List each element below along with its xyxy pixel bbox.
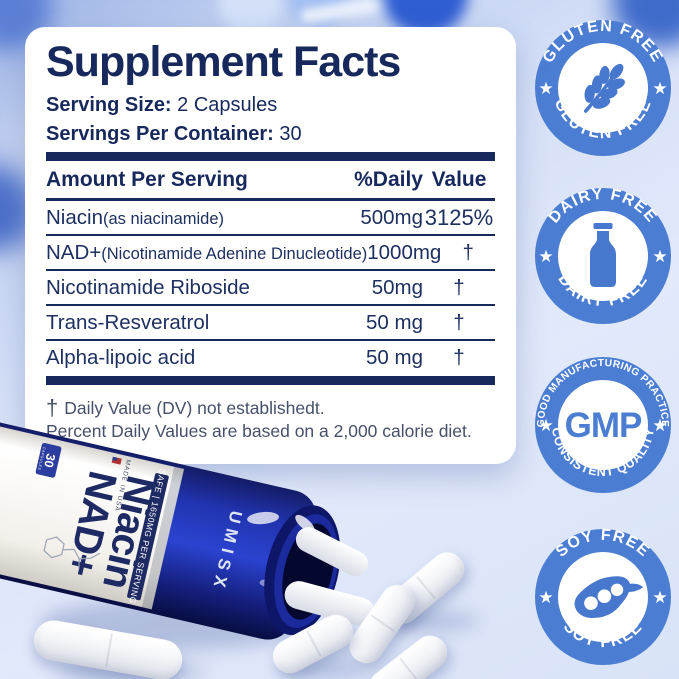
badge-dairy-free: DAIRY FREE DAIRY FREE ★ ★ — [535, 186, 671, 324]
ingredient-amount: 50 mg — [366, 345, 423, 369]
gmp-label: GMP — [565, 406, 642, 445]
supplement-bottle: MADE IN USA 30 CAPSULES NAD+ Niacin SAFE… — [0, 415, 375, 640]
star-icon: ★ — [538, 247, 553, 267]
ingredient-name: Nicotinamide Riboside — [46, 275, 250, 299]
capsule-count-unit: CAPSULES — [37, 447, 46, 471]
ingredient-dv: † — [462, 240, 474, 264]
divider-thick — [46, 152, 495, 162]
usa-flag-icon — [112, 456, 118, 461]
capsule-count-badge: 30 CAPSULES — [35, 442, 62, 478]
serving-size-line: Serving Size: 2 Capsules — [46, 94, 495, 117]
molecule-structure-sketch — [43, 536, 101, 569]
ingredient-name: Niacin — [46, 205, 103, 229]
servings-per-container-line: Servings Per Container: 30 — [46, 123, 495, 146]
table-row-nicotinamide-riboside: Nicotinamide Riboside 50mg † — [46, 271, 495, 304]
capsule — [295, 527, 369, 577]
ingredient-dv: † — [453, 275, 465, 299]
serving-size-value: 2 Capsules — [177, 94, 278, 117]
table-header-row: Amount Per Serving %Daily Value — [46, 161, 495, 198]
badge-soy-free: SOY FREE SOY FREE ★ ★ — [535, 527, 671, 665]
ingredient-name: Alpha-lipoic acid — [46, 345, 196, 369]
servings-label: Servings Per Container: — [46, 123, 274, 146]
star-icon: ★ — [538, 79, 553, 99]
ingredient-name: Trans-Resveratrol — [46, 310, 210, 334]
count-badge-bg — [35, 442, 62, 478]
divider-thick — [46, 376, 495, 386]
table-row-niacin: Niacin(as niacinamide) 500mg 3125% — [46, 201, 495, 234]
panel-title: Supplement Facts — [46, 38, 401, 86]
supplement-facts-panel: Supplement Facts Serving Size: 2 Capsule… — [25, 27, 516, 464]
capsule-count: 30 — [41, 452, 58, 469]
badge-gmp: GOOD MANUFACTURING PRACTICE CONSISTENT Q… — [535, 357, 671, 493]
ingredient-dv: † — [453, 310, 465, 334]
header-value: Value — [431, 167, 487, 191]
header-amount-per-serving: Amount Per Serving — [46, 167, 248, 191]
divider-thin — [46, 269, 495, 272]
ingredient-amount: 1000mg — [367, 240, 442, 264]
wheat-icon — [583, 63, 625, 113]
star-icon: ★ — [538, 588, 553, 608]
footnote-line1: Daily Value (DV) not establishedt. — [64, 398, 325, 419]
ingredient-amount: 500mg — [360, 205, 423, 229]
table-row-trans-resveratrol: Trans-Resveratrol 50 mg † — [46, 306, 495, 339]
divider-thin — [46, 234, 495, 237]
star-icon: ★ — [652, 79, 667, 99]
header-percent-daily: %Daily — [354, 167, 423, 191]
glass-highlight — [247, 511, 279, 525]
star-icon: ★ — [652, 247, 667, 267]
badge-inner — [558, 380, 648, 470]
ingredient-detail: (Nicotinamide Adenine Dinucleotide) — [101, 244, 368, 263]
ingredient-detail: (as niacinamide) — [102, 209, 225, 228]
divider-medium — [46, 198, 495, 202]
ingredient-amount: 50 mg — [366, 310, 423, 334]
milk-bottle-icon — [590, 223, 616, 287]
serving-size-label: Serving Size: — [46, 94, 172, 117]
divider-thin — [46, 304, 495, 307]
badge-gluten-free: GLUTEN FREE GLUTEN FREE ★ ★ — [535, 18, 671, 156]
capsule — [284, 581, 375, 626]
ingredient-name: NAD+ — [46, 240, 102, 264]
footnote: † Daily Value (DV) not establishedt. Perc… — [46, 396, 495, 443]
footnote-line2: Percent Daily Values are based on a 2,00… — [46, 421, 472, 442]
ingredient-dv: † — [453, 345, 465, 369]
divider-thin — [46, 339, 495, 342]
label-edge-shade — [141, 466, 185, 610]
ingredient-dv: 3125% — [424, 204, 494, 230]
soybean-pod-icon — [574, 576, 644, 619]
label-banner-bg — [127, 473, 169, 601]
table-row-nad: NAD+(Nicotinamide Adenine Dinucleotide) … — [46, 236, 495, 269]
ingredient-amount: 50mg — [371, 275, 423, 299]
dagger-symbol: † — [46, 395, 59, 421]
table-row-alpha-lipoic-acid: Alpha-lipoic acid 50 mg † — [46, 341, 495, 374]
star-icon: ★ — [538, 416, 553, 436]
star-icon: ★ — [652, 588, 667, 608]
star-icon: ★ — [652, 416, 667, 436]
servings-value: 30 — [279, 123, 302, 146]
